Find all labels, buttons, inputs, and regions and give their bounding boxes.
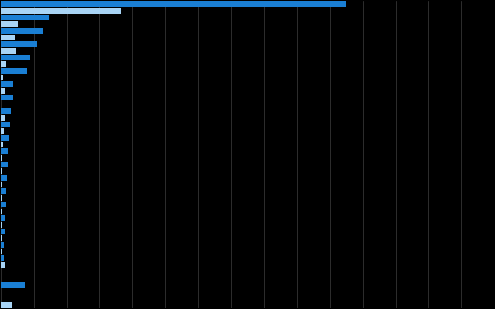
Bar: [0, 55, 30, 60]
Bar: [0, 262, 4, 268]
Bar: [0, 8, 121, 14]
Bar: [0, 61, 6, 67]
Bar: [0, 235, 1, 241]
Bar: [0, 175, 7, 181]
Bar: [0, 75, 3, 80]
Bar: [0, 35, 15, 40]
Bar: [0, 148, 8, 154]
Bar: [0, 41, 37, 47]
Bar: [0, 282, 25, 288]
Bar: [0, 202, 5, 207]
Bar: [0, 182, 2, 187]
Bar: [0, 1, 346, 7]
Bar: [0, 222, 2, 227]
Bar: [0, 68, 27, 74]
Bar: [0, 82, 13, 87]
Bar: [0, 229, 4, 234]
Bar: [0, 195, 2, 201]
Bar: [0, 162, 8, 167]
Bar: [0, 88, 5, 94]
Bar: [0, 249, 1, 254]
Bar: [0, 48, 16, 54]
Bar: [0, 28, 43, 34]
Bar: [0, 115, 4, 121]
Bar: [0, 255, 4, 261]
Bar: [0, 21, 18, 27]
Bar: [0, 95, 13, 100]
Bar: [0, 155, 2, 161]
Bar: [0, 135, 9, 141]
Bar: [0, 15, 49, 20]
Bar: [0, 122, 10, 127]
Bar: [0, 188, 6, 194]
Bar: [0, 168, 2, 174]
Bar: [0, 242, 4, 248]
Bar: [0, 302, 12, 308]
Bar: [0, 215, 5, 221]
Bar: [0, 209, 2, 214]
Bar: [0, 142, 3, 147]
Bar: [0, 108, 11, 114]
Bar: [0, 128, 4, 134]
